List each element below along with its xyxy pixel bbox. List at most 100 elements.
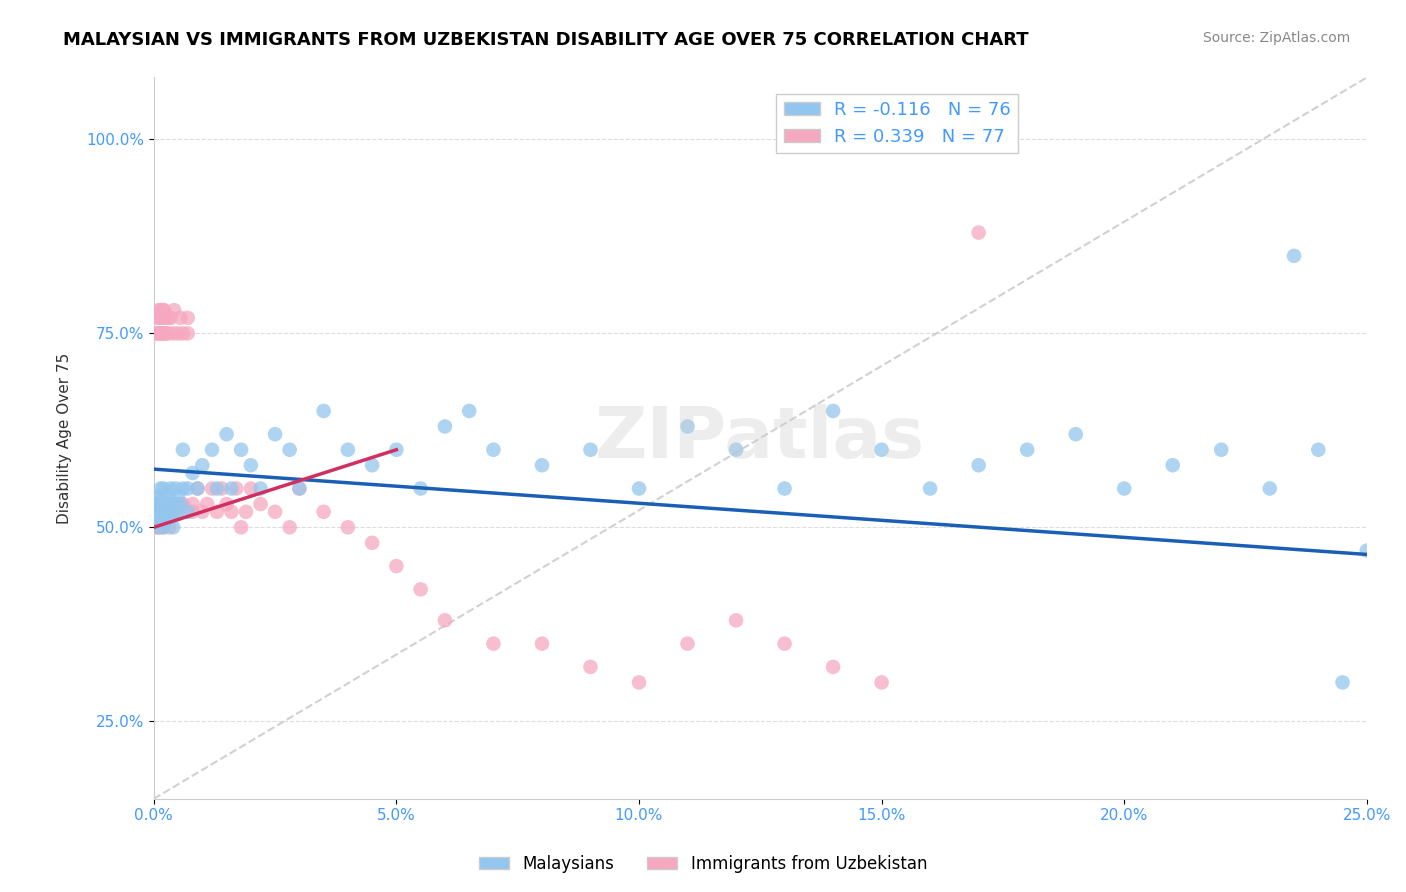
Point: [152, 520, 174, 534]
Point: [145, 497, 167, 511]
Point: [967, 226, 990, 240]
Point: [148, 489, 170, 503]
Point: [157, 497, 180, 511]
Point: [149, 482, 172, 496]
Point: [1258, 482, 1281, 496]
Point: [725, 613, 748, 627]
Point: [201, 442, 224, 457]
Point: [186, 482, 208, 496]
Point: [156, 505, 179, 519]
Point: [870, 675, 893, 690]
Point: [165, 505, 187, 519]
Point: [235, 505, 257, 519]
Point: [145, 326, 167, 341]
Point: [205, 482, 228, 496]
Point: [312, 404, 335, 418]
Point: [159, 482, 181, 496]
Point: [336, 442, 359, 457]
Y-axis label: Disability Age Over 75: Disability Age Over 75: [58, 352, 72, 524]
Point: [288, 482, 311, 496]
Point: [676, 419, 699, 434]
Point: [482, 637, 505, 651]
Point: [458, 404, 481, 418]
Point: [215, 497, 238, 511]
Point: [146, 505, 169, 519]
Point: [152, 489, 174, 503]
Point: [627, 482, 650, 496]
Point: [1161, 458, 1184, 473]
Point: [181, 497, 204, 511]
Point: [288, 482, 311, 496]
Point: [162, 497, 184, 511]
Point: [239, 482, 262, 496]
Point: [146, 310, 169, 325]
Point: [162, 520, 184, 534]
Point: [145, 520, 167, 534]
Point: [169, 310, 191, 325]
Point: [165, 482, 187, 496]
Point: [152, 505, 174, 519]
Point: [143, 505, 166, 519]
Point: [385, 442, 408, 457]
Point: [157, 520, 180, 534]
Point: [148, 520, 170, 534]
Point: [823, 660, 845, 674]
Point: [221, 482, 243, 496]
Point: [191, 458, 214, 473]
Point: [195, 497, 218, 511]
Point: [205, 505, 228, 519]
Point: [148, 326, 170, 341]
Point: [278, 520, 301, 534]
Text: ZIPatlas: ZIPatlas: [595, 403, 925, 473]
Point: [920, 482, 942, 496]
Point: [155, 497, 177, 511]
Point: [186, 482, 208, 496]
Point: [167, 489, 190, 503]
Point: [191, 505, 214, 519]
Point: [150, 505, 173, 519]
Point: [163, 497, 186, 511]
Point: [159, 310, 181, 325]
Point: [181, 466, 204, 480]
Point: [409, 482, 432, 496]
Point: [155, 497, 177, 511]
Point: [385, 559, 408, 574]
Point: [177, 482, 200, 496]
Text: Source: ZipAtlas.com: Source: ZipAtlas.com: [1202, 31, 1350, 45]
Point: [249, 497, 271, 511]
Point: [149, 505, 172, 519]
Point: [163, 303, 186, 318]
Point: [162, 505, 184, 519]
Point: [152, 326, 174, 341]
Point: [155, 326, 177, 341]
Point: [149, 310, 172, 325]
Point: [1114, 482, 1136, 496]
Point: [579, 660, 602, 674]
Point: [264, 427, 287, 442]
Point: [229, 442, 252, 457]
Text: MALAYSIAN VS IMMIGRANTS FROM UZBEKISTAN DISABILITY AGE OVER 75 CORRELATION CHART: MALAYSIAN VS IMMIGRANTS FROM UZBEKISTAN …: [63, 31, 1029, 49]
Point: [157, 489, 180, 503]
Point: [157, 512, 180, 526]
Point: [167, 505, 190, 519]
Point: [153, 512, 176, 526]
Point: [229, 520, 252, 534]
Point: [278, 442, 301, 457]
Point: [152, 497, 174, 511]
Point: [148, 303, 170, 318]
Point: [150, 303, 173, 318]
Point: [159, 505, 181, 519]
Point: [725, 442, 748, 457]
Point: [152, 482, 174, 496]
Point: [153, 303, 176, 318]
Point: [162, 326, 184, 341]
Point: [146, 505, 169, 519]
Point: [146, 512, 169, 526]
Point: [172, 497, 194, 511]
Point: [201, 482, 224, 496]
Point: [433, 419, 456, 434]
Point: [361, 458, 384, 473]
Legend: R = -0.116   N = 76, R = 0.339   N = 77: R = -0.116 N = 76, R = 0.339 N = 77: [776, 94, 1018, 153]
Point: [172, 442, 194, 457]
Point: [150, 497, 173, 511]
